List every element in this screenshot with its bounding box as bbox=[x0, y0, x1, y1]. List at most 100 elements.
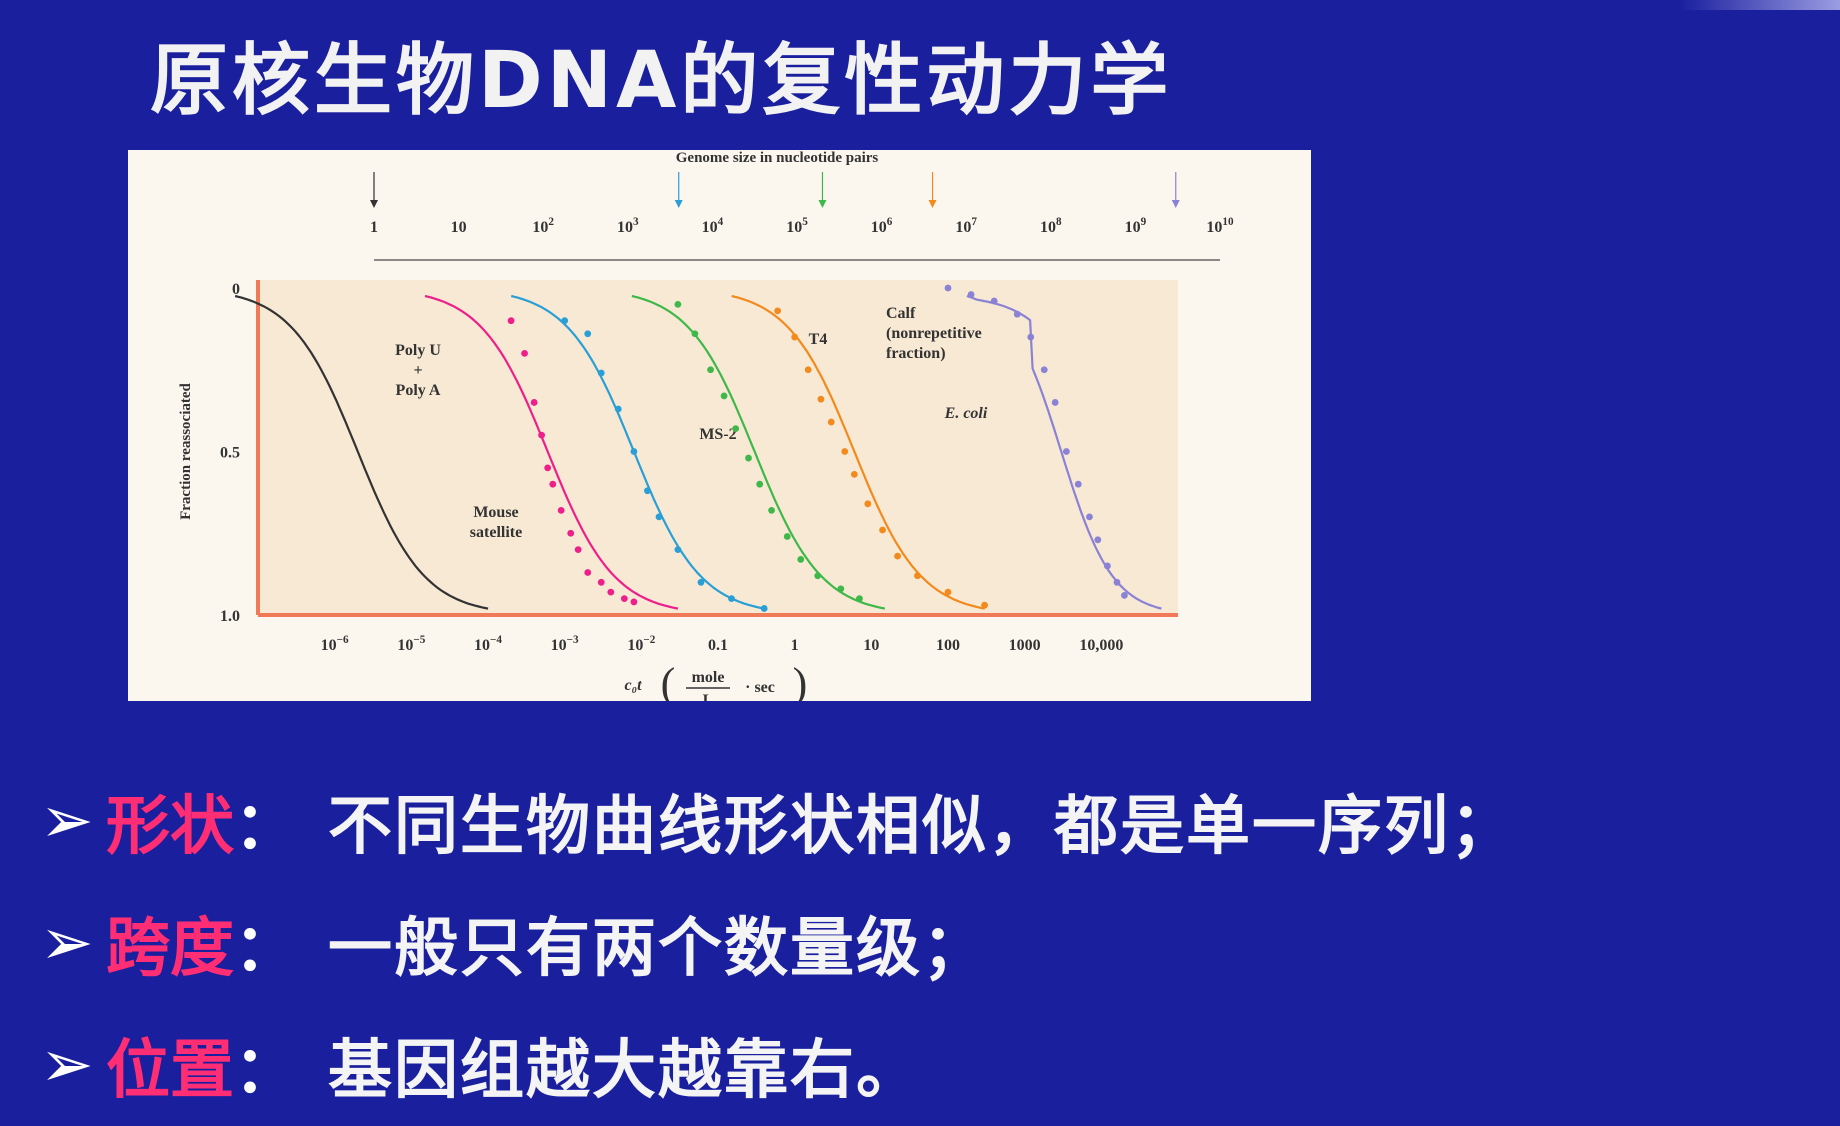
top-axis-tick-label: 10 bbox=[451, 219, 467, 236]
y-tick-label: 0 bbox=[232, 281, 240, 298]
data-point bbox=[817, 395, 825, 403]
x-tick-label: 1000 bbox=[1009, 637, 1041, 654]
data-point bbox=[1094, 536, 1102, 544]
data-point bbox=[745, 454, 752, 462]
x-axis-paren: ( bbox=[661, 659, 676, 701]
x-tick-label: 0.1 bbox=[708, 637, 728, 654]
bullet-text: 一般只有两个数量级； bbox=[328, 912, 988, 986]
data-point bbox=[804, 366, 812, 374]
x-axis-title-numerator: mole bbox=[692, 669, 725, 686]
top-axis-tick-label: 105 bbox=[786, 216, 808, 236]
bullet-arrow-icon: ➢ bbox=[40, 784, 94, 858]
chart-figure: Genome size in nucleotide pairs 1 10 102 103… bbox=[128, 150, 1311, 701]
data-point bbox=[584, 330, 592, 338]
series-label: Poly U bbox=[395, 342, 441, 359]
data-point bbox=[697, 578, 705, 586]
data-point bbox=[774, 307, 782, 315]
x-tick-label: 10−5 bbox=[397, 634, 425, 654]
top-axis-tick-label: 1010 bbox=[1206, 216, 1234, 236]
data-point bbox=[707, 366, 714, 374]
data-point bbox=[944, 284, 952, 292]
data-point bbox=[674, 546, 682, 553]
bullet-span: ➢ 跨度 ： 一般只有两个数量级； bbox=[40, 882, 1840, 1004]
series-line bbox=[234, 294, 489, 610]
data-point bbox=[597, 578, 605, 586]
x-tick-label: 10,000 bbox=[1079, 637, 1123, 654]
genome-marker-arrow-icon bbox=[1171, 200, 1180, 208]
series-line bbox=[966, 294, 1162, 610]
data-point bbox=[791, 333, 799, 341]
bullet-colon: ： bbox=[234, 790, 298, 864]
data-point bbox=[549, 480, 557, 488]
top-axis-tick-label: 108 bbox=[1040, 216, 1062, 236]
bullet-list: ➢ 形状 ： 不同生物曲线形状相似，都是单一序列； ➢ 跨度 ： 一般只有两个数… bbox=[40, 760, 1840, 1126]
x-tick-label: 1 bbox=[791, 637, 799, 654]
bullet-colon: ： bbox=[234, 912, 298, 986]
data-point bbox=[814, 572, 822, 580]
data-point bbox=[1062, 448, 1070, 455]
bullet-text: 基因组越大越靠右。 bbox=[328, 1034, 922, 1108]
data-point bbox=[538, 431, 545, 439]
top-axis-tick-label: 102 bbox=[532, 216, 554, 236]
data-point bbox=[644, 487, 651, 495]
bullet-key: 形状 bbox=[106, 790, 234, 864]
data-point bbox=[620, 595, 628, 603]
top-axis-tick-label: 104 bbox=[702, 216, 724, 236]
series-label: T4 bbox=[809, 331, 828, 348]
genome-marker-arrow-icon bbox=[370, 200, 378, 208]
bullet-arrow-icon: ➢ bbox=[40, 906, 94, 980]
y-tick-label: 1.0 bbox=[220, 608, 240, 625]
data-point bbox=[728, 595, 735, 603]
data-point bbox=[850, 470, 858, 478]
series-label: fraction) bbox=[886, 345, 946, 362]
bullet-key: 位置 bbox=[106, 1034, 234, 1108]
data-point bbox=[720, 392, 728, 400]
top-axis-tick-label: 106 bbox=[871, 216, 893, 236]
data-point bbox=[544, 464, 552, 472]
series-label: E. coli bbox=[944, 405, 988, 422]
bullet-text: 不同生物曲线形状相似，都是单一序列； bbox=[328, 790, 1516, 864]
data-point bbox=[914, 572, 921, 580]
top-axis-title: Genome size in nucleotide pairs bbox=[676, 150, 879, 166]
y-axis-title: Fraction reassociated bbox=[178, 382, 194, 519]
x-tick-label: 100 bbox=[936, 637, 960, 654]
data-point bbox=[827, 418, 835, 426]
bullet-arrow-icon: ➢ bbox=[40, 1028, 94, 1102]
data-point bbox=[783, 533, 791, 540]
data-point bbox=[1051, 399, 1059, 406]
data-point bbox=[614, 405, 622, 413]
x-axis-title: c₀t bbox=[624, 677, 642, 694]
data-point bbox=[530, 399, 538, 406]
x-axis-title-denominator: L bbox=[703, 692, 714, 701]
bullet-colon: ： bbox=[234, 1034, 298, 1108]
data-point bbox=[879, 526, 886, 534]
data-point bbox=[1013, 310, 1021, 318]
x-tick-label: 10−4 bbox=[474, 634, 502, 654]
data-point bbox=[607, 588, 615, 596]
data-point bbox=[856, 595, 863, 603]
data-point bbox=[1027, 333, 1035, 341]
data-point bbox=[574, 546, 582, 553]
y-tick-label: 0.5 bbox=[220, 445, 240, 462]
data-point bbox=[841, 448, 849, 455]
series-line bbox=[631, 294, 886, 610]
data-point bbox=[944, 588, 952, 596]
data-point bbox=[894, 552, 901, 560]
data-point bbox=[756, 480, 764, 488]
top-axis-tick-label: 107 bbox=[955, 216, 977, 236]
data-point bbox=[630, 598, 638, 606]
x-tick-label: 10−3 bbox=[551, 634, 579, 654]
bullet-key: 跨度 bbox=[106, 912, 234, 986]
series-label: MS-2 bbox=[699, 426, 736, 443]
data-point bbox=[1086, 513, 1093, 521]
data-point bbox=[967, 291, 975, 298]
data-point bbox=[567, 529, 575, 537]
data-point bbox=[655, 513, 663, 521]
data-point bbox=[797, 556, 805, 563]
data-point bbox=[837, 585, 845, 593]
series-label: satellite bbox=[470, 524, 522, 541]
series-label: Poly A bbox=[396, 382, 441, 399]
data-point bbox=[691, 330, 699, 338]
top-axis-tick-label: 109 bbox=[1125, 216, 1147, 236]
data-point bbox=[1074, 480, 1082, 488]
